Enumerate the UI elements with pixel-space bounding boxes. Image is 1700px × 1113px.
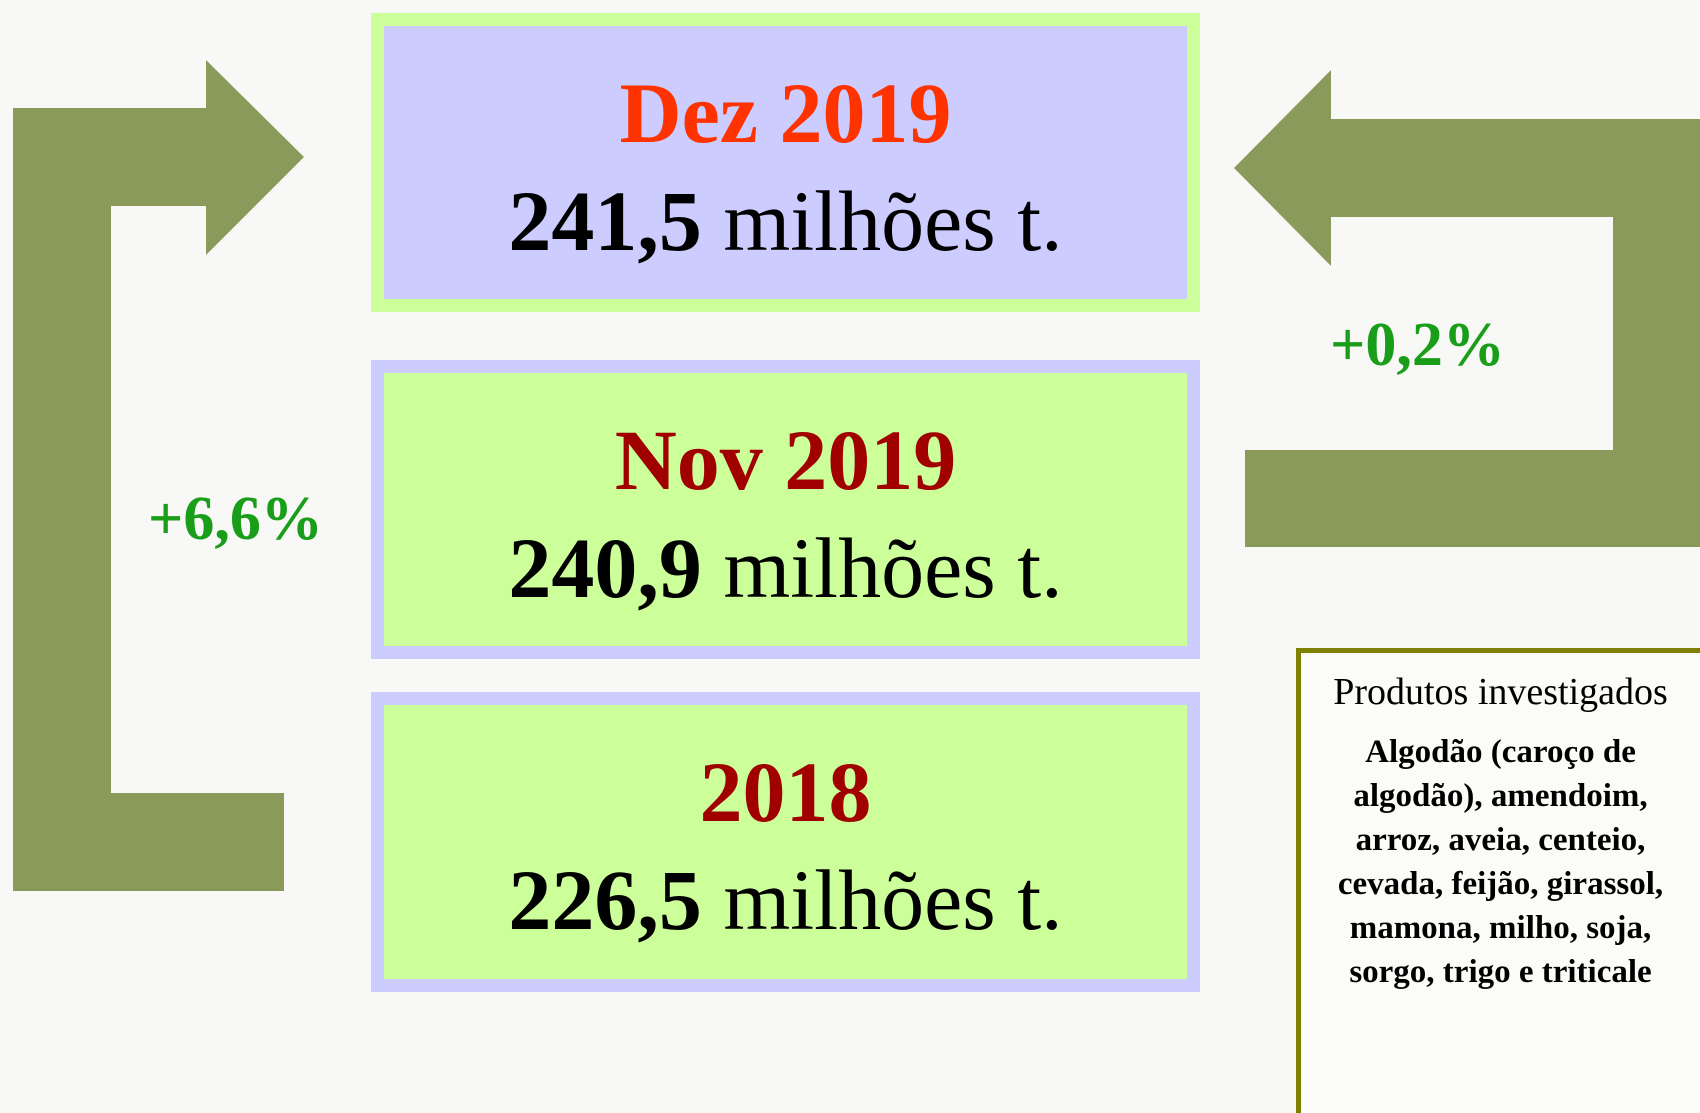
box-value: 226,5 milhões t. <box>384 857 1187 943</box>
unit: milhões t. <box>701 173 1063 269</box>
box-nov-2019: Nov 2019 240,9 milhões t. <box>371 360 1200 659</box>
left-arrow <box>13 60 304 891</box>
box-2018: 2018 226,5 milhões t. <box>371 692 1200 992</box>
box-title: Dez 2019 <box>619 65 952 161</box>
right-arrow <box>1234 70 1700 547</box>
unit: milhões t. <box>701 852 1063 948</box>
value: 226,5 <box>508 852 702 948</box>
products-box: Produtos investigados Algodão (caroço de… <box>1296 648 1700 1113</box>
box-value: 241,5 milhões t. <box>384 178 1187 264</box>
value: 241,5 <box>508 173 702 269</box>
change-left: +6,6% <box>148 485 323 553</box>
products-title: Produtos investigados <box>1333 671 1668 713</box>
box-dez-2019: Dez 2019 241,5 milhões t. <box>371 13 1200 312</box>
box-title: 2018 <box>699 744 872 840</box>
value: 240,9 <box>508 520 702 616</box>
products-list: Algodão (caroço de algodão), amendoim, a… <box>1337 734 1664 990</box>
change-right: +0,2% <box>1330 311 1505 379</box>
box-title: Nov 2019 <box>614 412 957 508</box>
box-value: 240,9 milhões t. <box>384 525 1187 611</box>
unit: milhões t. <box>701 520 1063 616</box>
